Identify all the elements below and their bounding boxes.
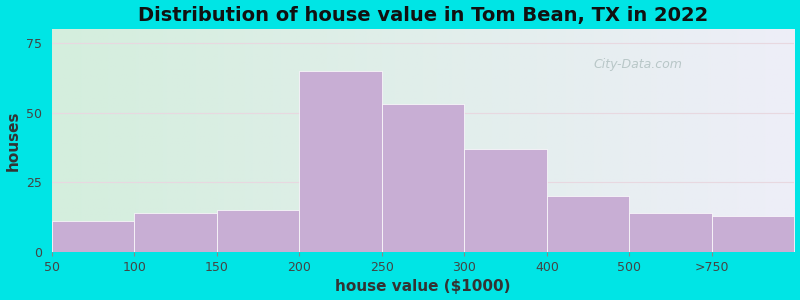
Bar (299, 71, 382, 252)
Bar (464, 149, 547, 252)
Bar (712, 216, 794, 252)
Y-axis label: houses: houses (6, 110, 21, 171)
Bar (134, 213, 217, 252)
Bar (630, 213, 712, 252)
X-axis label: house value ($1000): house value ($1000) (335, 279, 511, 294)
Bar (52, 221, 134, 252)
Text: City-Data.com: City-Data.com (594, 58, 683, 71)
Title: Distribution of house value in Tom Bean, TX in 2022: Distribution of house value in Tom Bean,… (138, 6, 708, 25)
Bar (547, 196, 630, 252)
Bar (217, 210, 299, 252)
Bar (382, 104, 464, 252)
